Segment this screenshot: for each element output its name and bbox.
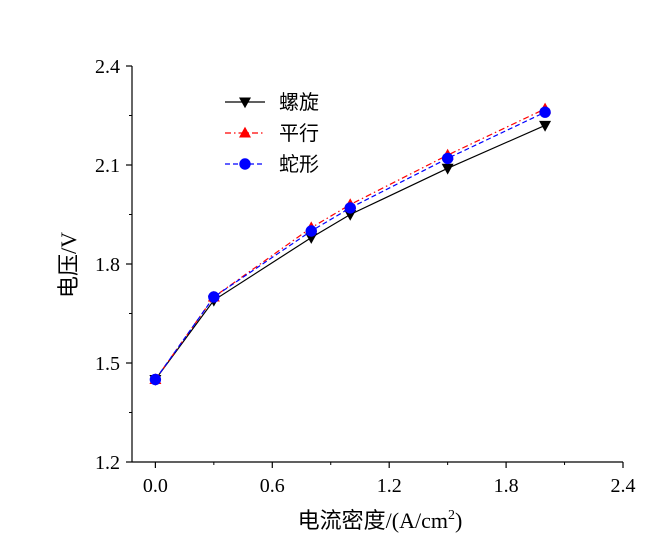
legend-label: 蛇形 bbox=[279, 153, 319, 176]
series-triangle-down bbox=[149, 120, 552, 386]
x-axis-label-close: ) bbox=[455, 508, 462, 533]
y-tick-label: 1.2 bbox=[95, 452, 120, 474]
legend-label: 平行 bbox=[279, 122, 319, 145]
axis-labels: 电压/V 电流密度/(A/cm2) bbox=[56, 232, 462, 533]
y-axis-label: 电压/V bbox=[56, 232, 81, 298]
series-circle bbox=[149, 106, 551, 386]
legend-label: 螺旋 bbox=[279, 91, 319, 114]
data-point bbox=[539, 106, 551, 118]
y-tick-label: 1.8 bbox=[95, 254, 120, 276]
data-point bbox=[539, 120, 552, 132]
x-axis-label-main: 电流密度/(A/cm bbox=[298, 508, 448, 533]
y-tick-label: 2.1 bbox=[95, 155, 120, 177]
data-point bbox=[208, 291, 220, 303]
x-axis-label-superscript: 2 bbox=[448, 508, 455, 523]
x-tick-label: 0.6 bbox=[260, 475, 285, 497]
data-point bbox=[441, 152, 454, 165]
legend-marker bbox=[239, 126, 251, 138]
x-tick-label: 2.4 bbox=[611, 475, 636, 497]
data-point bbox=[149, 373, 162, 386]
x-axis-label: 电流密度/(A/cm2) bbox=[298, 508, 463, 533]
axes: 1.2 1.5 1.8 2.1 2.4 0.0 0.6 1.2 1.8 2.4 bbox=[95, 56, 636, 497]
series-line bbox=[154, 124, 546, 380]
series-line bbox=[154, 108, 546, 380]
x-tick-label: 0.0 bbox=[143, 475, 168, 497]
data-point bbox=[305, 225, 317, 237]
y-tick-label: 2.4 bbox=[95, 56, 120, 78]
series-triangle-up bbox=[149, 102, 552, 384]
x-tick-label: 1.2 bbox=[377, 475, 402, 497]
data-point bbox=[344, 202, 356, 214]
y-tick-label: 1.5 bbox=[95, 353, 120, 375]
series-layer bbox=[149, 102, 552, 386]
data-point bbox=[441, 163, 454, 175]
legend-marker bbox=[239, 158, 251, 170]
series-line bbox=[154, 111, 546, 380]
legend-marker bbox=[239, 97, 251, 109]
x-tick-label: 1.8 bbox=[494, 475, 519, 497]
